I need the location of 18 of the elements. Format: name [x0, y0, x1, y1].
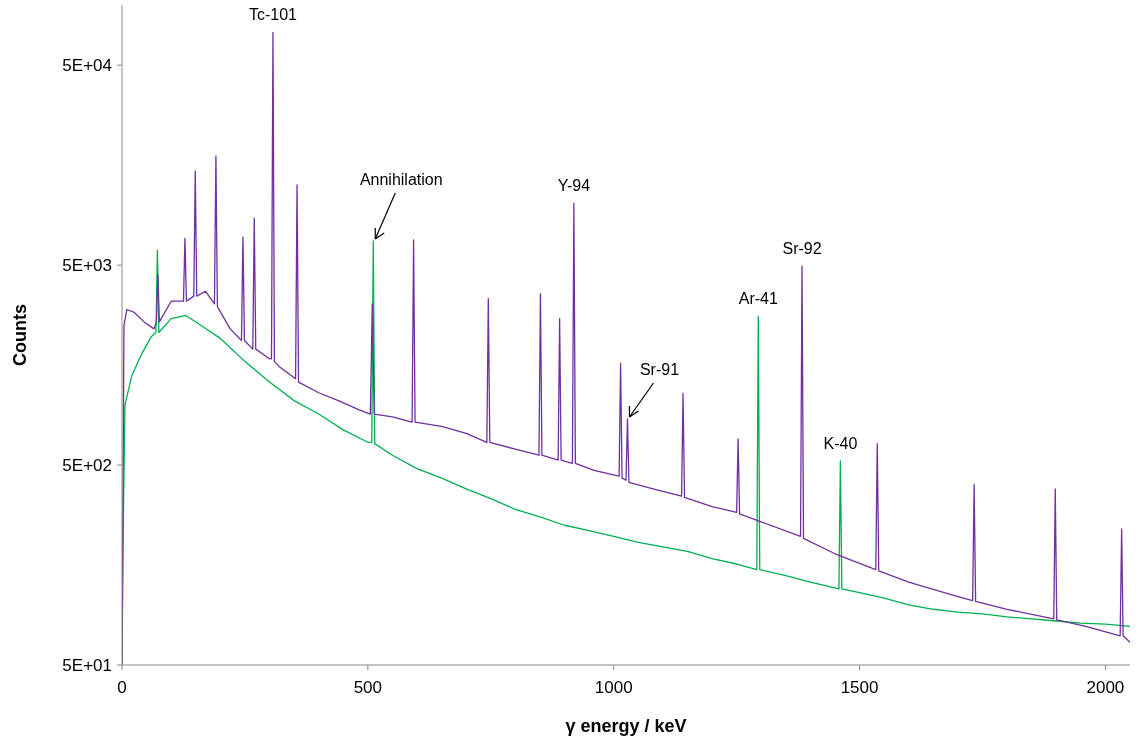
x-tick-label: 2000 — [1086, 678, 1125, 697]
y-tick-label: 5E+04 — [62, 56, 112, 76]
annotation: Y-94 — [557, 177, 591, 195]
x-tick-label: 500 — [353, 678, 383, 697]
annotation: Tc-101 — [248, 6, 298, 24]
annotation: Annihilation — [359, 171, 443, 189]
y-axis-title: Counts — [10, 304, 30, 366]
x-axis-title: γ energy / keV — [565, 716, 687, 736]
x-tick-label: 1500 — [840, 678, 879, 697]
annotation: Sr-92 — [782, 240, 822, 258]
annotation: Ar-41 — [738, 290, 778, 308]
x-tick-label: 1000 — [594, 678, 633, 697]
x-tick-label: 0 — [117, 678, 127, 697]
annotation: Sr-91 — [639, 360, 680, 378]
y-tick-label: 5E+03 — [62, 256, 112, 276]
y-tick-label: 5E+02 — [62, 456, 112, 476]
y-tick-label: 5E+01 — [62, 656, 112, 675]
annotation: K-40 — [823, 434, 858, 452]
